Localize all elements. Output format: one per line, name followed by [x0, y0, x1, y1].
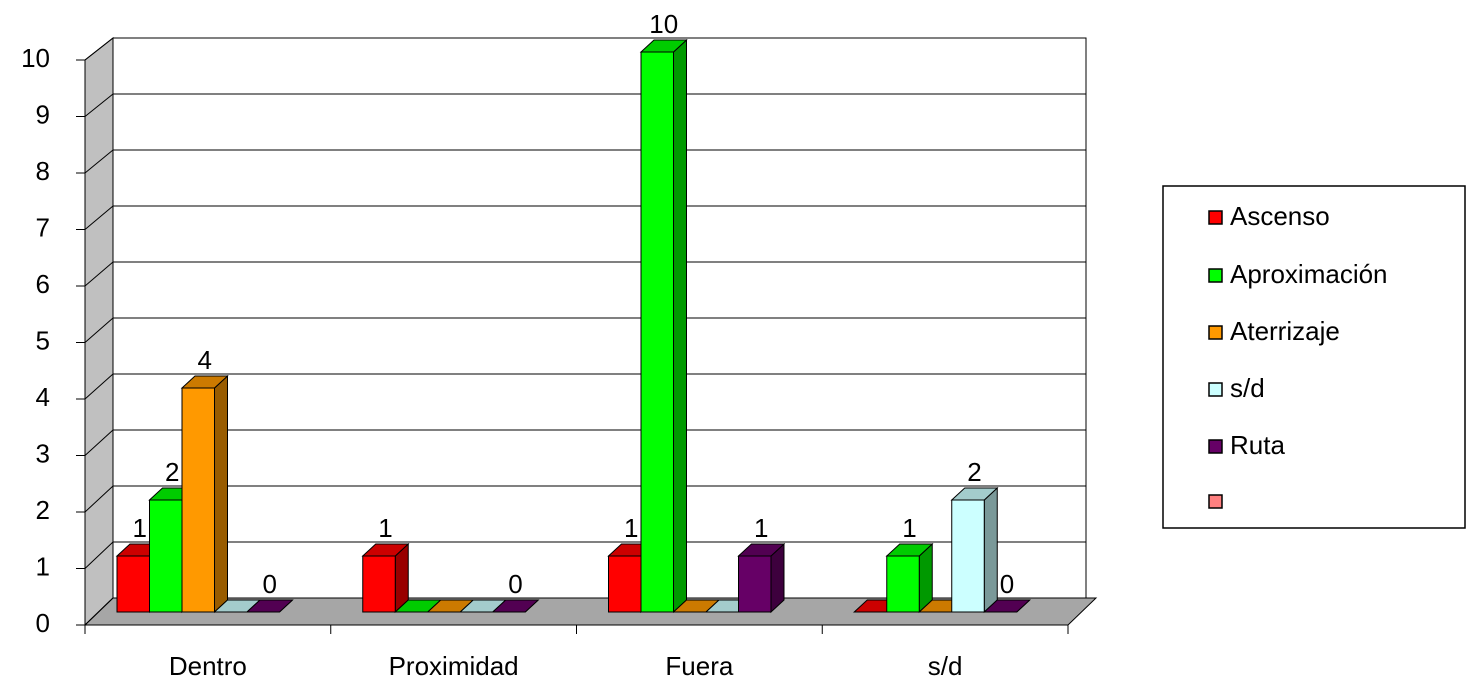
bar-top: [245, 599, 294, 613]
y-tick-label: 1: [36, 551, 50, 581]
legend-marker: [1208, 494, 1223, 509]
bar-top: [491, 599, 540, 613]
value-label: 1: [378, 513, 392, 543]
value-label: 1: [133, 513, 147, 543]
grid-line-side: [84, 429, 114, 456]
bar: [738, 555, 772, 613]
value-label: 10: [649, 9, 678, 39]
value-label: 2: [967, 457, 981, 487]
grid-line-side: [84, 93, 114, 117]
y-tick-label: 3: [36, 438, 50, 468]
legend-marker: [1208, 325, 1223, 340]
grid-line-side: [84, 373, 114, 400]
bar: [886, 555, 920, 613]
value-label: 1: [624, 513, 638, 543]
y-tick-label: 0: [36, 608, 50, 638]
legend-label: s/d: [1230, 373, 1265, 403]
bar-top: [982, 599, 1032, 613]
legend: [1162, 185, 1466, 529]
grid-line-side: [84, 37, 114, 61]
bar: [116, 555, 150, 613]
y-tick-label: 2: [36, 495, 50, 525]
legend-marker: [1208, 210, 1223, 225]
legend-marker: [1208, 439, 1223, 454]
y-tick-label: 6: [36, 269, 50, 299]
bar-side: [983, 486, 998, 614]
legend-label: Aproximación: [1230, 259, 1388, 289]
side-wall: [84, 36, 114, 627]
value-label: 4: [198, 345, 212, 375]
x-tick-label: Fuera: [665, 651, 733, 681]
legend-label: Ascenso: [1230, 201, 1330, 231]
bar: [181, 387, 215, 613]
value-label: 1: [754, 513, 768, 543]
y-tick-label: 4: [36, 382, 50, 412]
grid-line-side: [84, 205, 114, 230]
y-tick-label: 10: [21, 43, 50, 73]
grid-line-side: [84, 541, 114, 569]
bar: [149, 499, 183, 613]
x-tick-label: Dentro: [169, 651, 247, 681]
legend-label: Ruta: [1230, 430, 1285, 460]
value-label: 1: [902, 513, 916, 543]
bar-side: [214, 374, 228, 614]
grid-line-side: [84, 149, 114, 174]
y-tick-label: 7: [36, 212, 50, 242]
grid-line-side: [84, 485, 114, 513]
legend-marker: [1208, 382, 1223, 397]
y-tick-label: 8: [36, 156, 50, 186]
x-tick-label: Proximidad: [389, 651, 519, 681]
value-label: 2: [165, 457, 179, 487]
bar: [640, 51, 674, 613]
grid-line-side: [84, 261, 114, 287]
grid-line-side: [84, 317, 114, 343]
bar: [951, 499, 985, 613]
x-tick-label: s/d: [928, 651, 963, 681]
value-label: 0: [1000, 569, 1014, 599]
value-label: 0: [263, 569, 277, 599]
bar-side: [673, 38, 687, 614]
bar: [608, 555, 642, 613]
legend-marker: [1208, 268, 1223, 283]
y-tick-label: 5: [36, 325, 50, 355]
grid-line-side: [84, 597, 114, 626]
bar: [362, 555, 396, 613]
y-tick-label: 9: [36, 99, 50, 129]
value-label: 0: [508, 569, 522, 599]
legend-label: Aterrizaje: [1230, 316, 1340, 346]
